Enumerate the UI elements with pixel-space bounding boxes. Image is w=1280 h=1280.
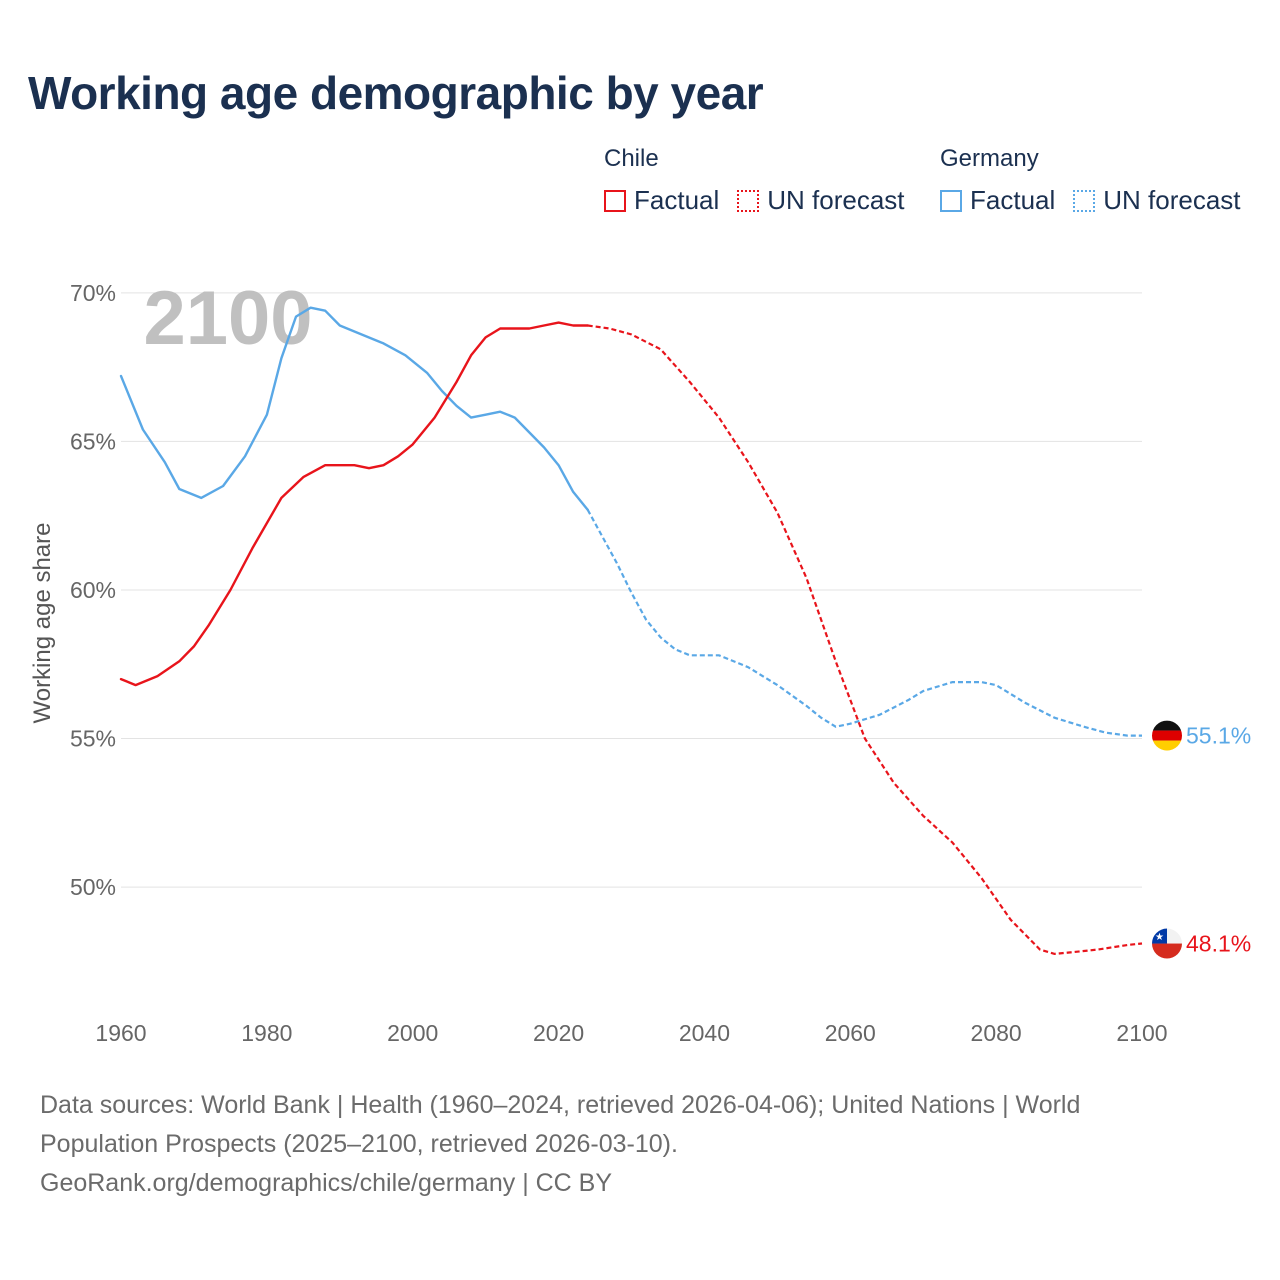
svg-text:★: ★ — [1155, 932, 1164, 943]
legend-swatch-forecast[interactable] — [737, 189, 760, 212]
legend-group-name: Chile — [604, 145, 659, 172]
y-tick-label: 70% — [70, 280, 116, 306]
legend-group-germany: Germany Factual UN forecast — [940, 145, 1259, 216]
germany-flag-icon — [1152, 720, 1182, 751]
series-line-germany-forecast[interactable] — [586, 509, 1142, 737]
legend-swatch-forecast[interactable] — [1073, 189, 1096, 212]
x-tick-label: 2000 — [387, 1020, 438, 1046]
y-tick-label: 55% — [70, 726, 116, 752]
footer-sources-line1: Data sources: World Bank | Health (1960–… — [40, 1091, 1081, 1119]
y-tick-label: 65% — [70, 428, 116, 454]
x-tick-label: 1960 — [95, 1020, 146, 1046]
legend-group-name: Germany — [940, 145, 1039, 172]
legend-label-forecast[interactable]: UN forecast — [767, 185, 905, 215]
legend-group-chile: Chile Factual UN forecast — [604, 145, 923, 216]
footer-sources-line2: Population Prospects (2025–2100, retriev… — [40, 1130, 678, 1158]
footer: Data sources: World Bank | Health (1960–… — [40, 1086, 1240, 1203]
x-tick-label: 2060 — [825, 1020, 876, 1046]
chart-title: Working age demographic by year — [28, 67, 764, 119]
series-line-germany-factual[interactable] — [119, 306, 589, 511]
x-tick-label: 2040 — [679, 1020, 730, 1046]
legend-swatch-factual[interactable] — [940, 189, 962, 212]
series-line-chile-factual[interactable] — [119, 321, 589, 687]
y-axis-label: Working age share — [29, 523, 56, 724]
end-value-label: 48.1% — [1186, 931, 1251, 957]
end-value-label: 55.1% — [1186, 723, 1251, 749]
legend-label-factual[interactable]: Factual — [970, 185, 1056, 215]
chile-flag-icon: ★ — [1152, 928, 1182, 959]
chart-canvas: 50% 55% 60% 65% 70% 1960 1980 2000 2020 2040 2060 2… — [29, 276, 1251, 1046]
year-watermark: 2100 — [143, 276, 312, 361]
y-tick-label: 60% — [70, 577, 116, 603]
footer-credit[interactable]: GeoRank.org/demographics/chile/germany |… — [40, 1169, 613, 1197]
x-tick-label: 2080 — [971, 1020, 1022, 1046]
x-tick-label: 2020 — [533, 1020, 584, 1046]
legend-label-forecast[interactable]: UN forecast — [1103, 185, 1241, 215]
legend-swatch-factual[interactable] — [604, 189, 626, 212]
x-tick-label: 2100 — [1116, 1020, 1167, 1046]
x-tick-label: 1980 — [241, 1020, 292, 1046]
series-line-chile-forecast[interactable] — [587, 324, 1143, 956]
y-tick-label: 50% — [70, 874, 116, 900]
legend-label-factual[interactable]: Factual — [634, 185, 720, 215]
